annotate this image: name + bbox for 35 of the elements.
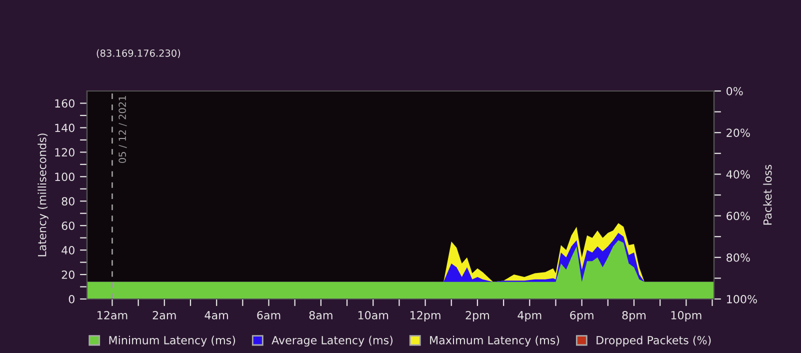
y-tick-label: 100 [55, 172, 74, 182]
ref-line-label: 05 / 12 / 2021 [118, 96, 127, 163]
y2-axis-title: Packet loss [763, 164, 772, 225]
y-axis-title: Latency (milliseconds) [38, 134, 48, 256]
x-tick-label: 12am [98, 311, 128, 320]
legend-label: Average Latency (ms) [272, 336, 392, 347]
legend-label: Dropped Packets (%) [596, 336, 711, 347]
legend-label: Minimum Latency (ms) [109, 336, 236, 347]
x-tick-label: 4pm [518, 311, 542, 322]
x-tick-label: 2am [152, 311, 176, 320]
y-tick-label: 40 [62, 246, 74, 254]
x-tick-label: 4am [204, 311, 228, 320]
y2-tick-label: 60% [726, 212, 750, 220]
y-tick-label: 120 [55, 148, 74, 157]
y2-tick-label: 100% [727, 294, 757, 304]
x-tick-label: 8am [309, 311, 332, 320]
y-tick-label: 20 [62, 270, 74, 279]
x-tick-label: 2pm [466, 311, 489, 322]
y-tick-label: 140 [55, 124, 74, 132]
x-tick-label: 10am [358, 311, 388, 320]
legend-label: Maximum Latency (ms) [430, 336, 560, 347]
x-tick-label: 6am [257, 311, 280, 320]
chart-subtitle: (83.169.176.230) [96, 49, 180, 58]
y-tick-label: 80 [62, 197, 74, 206]
y2-tick-label: 0% [726, 86, 743, 96]
x-tick-label: 8pm [622, 311, 646, 322]
y2-tick-label: 20% [726, 128, 750, 137]
x-tick-label: 6pm [570, 311, 594, 322]
x-tick-label: 10pm [671, 311, 702, 322]
y2-tick-label: 80% [726, 253, 750, 262]
y-tick-label: 160 [55, 99, 74, 108]
y-tick-label: 0 [68, 294, 74, 304]
y2-tick-label: 40% [726, 170, 750, 179]
x-tick-label: 12pm [410, 311, 440, 322]
y-tick-label: 60 [62, 222, 74, 230]
